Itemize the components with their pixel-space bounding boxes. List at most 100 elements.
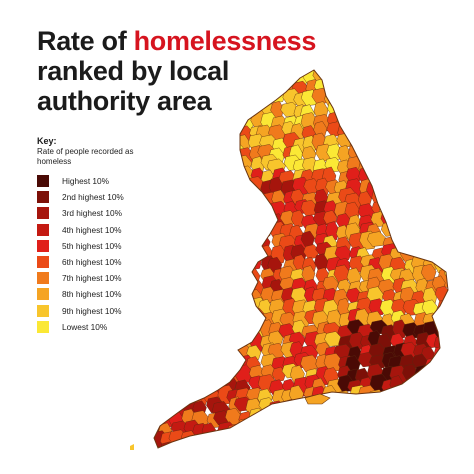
local-authority-area bbox=[157, 209, 175, 225]
local-authority-area bbox=[216, 235, 231, 254]
local-authority-area bbox=[371, 70, 391, 92]
local-authority-area bbox=[448, 454, 463, 472]
local-authority-area bbox=[154, 165, 159, 183]
local-authority-area bbox=[455, 390, 471, 406]
local-authority-area bbox=[191, 245, 208, 264]
local-authority-area bbox=[433, 100, 448, 120]
local-authority-area bbox=[179, 232, 197, 249]
title-line-1: Rate of homelessness bbox=[37, 26, 337, 56]
local-authority-area bbox=[459, 421, 474, 441]
local-authority-area bbox=[303, 408, 319, 427]
local-authority-area bbox=[400, 121, 416, 139]
local-authority-area bbox=[432, 70, 448, 89]
local-authority-area bbox=[366, 123, 386, 142]
local-authority-area bbox=[202, 267, 220, 284]
local-authority-area bbox=[401, 232, 418, 251]
local-authority-area bbox=[409, 212, 427, 230]
legend-label: 2nd highest 10% bbox=[62, 192, 124, 203]
local-authority-area bbox=[200, 247, 219, 266]
local-authority-area bbox=[393, 409, 413, 427]
local-authority-area bbox=[205, 214, 224, 235]
local-authority-area bbox=[180, 264, 196, 279]
local-authority-area bbox=[389, 212, 407, 231]
local-authority-area bbox=[234, 311, 250, 331]
title-highlight: homelessness bbox=[133, 26, 317, 56]
local-authority-area bbox=[358, 401, 373, 421]
local-authority-area bbox=[235, 70, 249, 80]
local-authority-area bbox=[443, 344, 448, 365]
local-authority-area bbox=[171, 203, 190, 219]
local-authority-area bbox=[181, 453, 198, 468]
local-authority-area bbox=[137, 412, 154, 431]
local-authority-area bbox=[190, 311, 211, 330]
local-authority-area bbox=[154, 159, 157, 180]
local-authority-area bbox=[437, 310, 448, 326]
local-authority-area bbox=[228, 91, 245, 110]
local-authority-area bbox=[333, 70, 353, 78]
local-authority-area bbox=[359, 82, 374, 98]
legend-label: Highest 10% bbox=[62, 176, 110, 187]
local-authority-area bbox=[302, 433, 318, 448]
legend-items: Highest 10% 2nd highest 10% 3rd highest 10… bbox=[37, 173, 167, 335]
local-authority-area bbox=[380, 410, 400, 431]
local-authority-area bbox=[421, 70, 439, 87]
local-authority-area bbox=[432, 409, 448, 425]
local-authority-area bbox=[421, 223, 441, 244]
local-authority-area bbox=[433, 365, 447, 383]
local-authority-area bbox=[227, 192, 244, 211]
local-authority-area bbox=[183, 223, 201, 242]
local-authority-area bbox=[432, 200, 448, 217]
local-authority-area bbox=[346, 70, 362, 76]
local-authority-area bbox=[278, 407, 294, 426]
local-authority-area bbox=[409, 225, 428, 243]
local-authority-area bbox=[201, 181, 218, 201]
local-authority-area bbox=[270, 412, 285, 431]
local-authority-area bbox=[258, 456, 273, 471]
local-authority-area bbox=[423, 89, 439, 109]
local-authority-area bbox=[247, 242, 263, 260]
local-authority-area bbox=[154, 356, 157, 372]
local-authority-area bbox=[194, 365, 208, 385]
local-authority-area bbox=[454, 100, 469, 119]
local-authority-area bbox=[168, 90, 185, 107]
local-authority-area bbox=[154, 79, 168, 96]
local-authority-area bbox=[182, 357, 197, 373]
local-authority-area bbox=[154, 166, 166, 185]
local-authority-area bbox=[161, 255, 178, 271]
local-authority-area bbox=[162, 388, 176, 407]
local-authority-area bbox=[159, 330, 179, 351]
local-authority-area bbox=[402, 452, 419, 468]
local-authority-area bbox=[403, 208, 421, 224]
local-authority-area bbox=[227, 101, 243, 122]
local-authority-area bbox=[399, 200, 417, 216]
local-authority-area bbox=[217, 110, 232, 129]
local-authority-area bbox=[182, 132, 197, 151]
local-authority-area bbox=[168, 279, 185, 297]
local-authority-area bbox=[215, 77, 231, 93]
local-authority-area bbox=[249, 192, 264, 212]
local-authority-area bbox=[154, 234, 169, 252]
local-authority-area bbox=[212, 144, 228, 160]
local-authority-area bbox=[343, 70, 359, 85]
local-authority-area bbox=[261, 410, 280, 426]
local-authority-area bbox=[226, 324, 243, 345]
local-authority-area bbox=[425, 199, 445, 218]
local-authority-area bbox=[433, 214, 448, 231]
local-authority-area bbox=[448, 247, 462, 266]
local-authority-area bbox=[378, 70, 394, 86]
local-authority-area bbox=[172, 385, 186, 404]
local-authority-area bbox=[337, 407, 353, 428]
local-authority-area bbox=[190, 212, 209, 231]
local-authority-area bbox=[171, 133, 186, 153]
local-authority-area bbox=[425, 211, 441, 230]
local-authority-area bbox=[402, 70, 416, 88]
local-authority-area bbox=[154, 387, 155, 402]
local-authority-area bbox=[324, 90, 341, 108]
local-authority-area bbox=[172, 154, 187, 175]
local-authority-area bbox=[421, 155, 439, 175]
local-authority-area bbox=[173, 312, 187, 330]
local-authority-area bbox=[191, 323, 208, 343]
legend-label: 8th highest 10% bbox=[62, 289, 122, 300]
local-authority-area bbox=[324, 429, 343, 446]
local-authority-area bbox=[380, 388, 399, 409]
